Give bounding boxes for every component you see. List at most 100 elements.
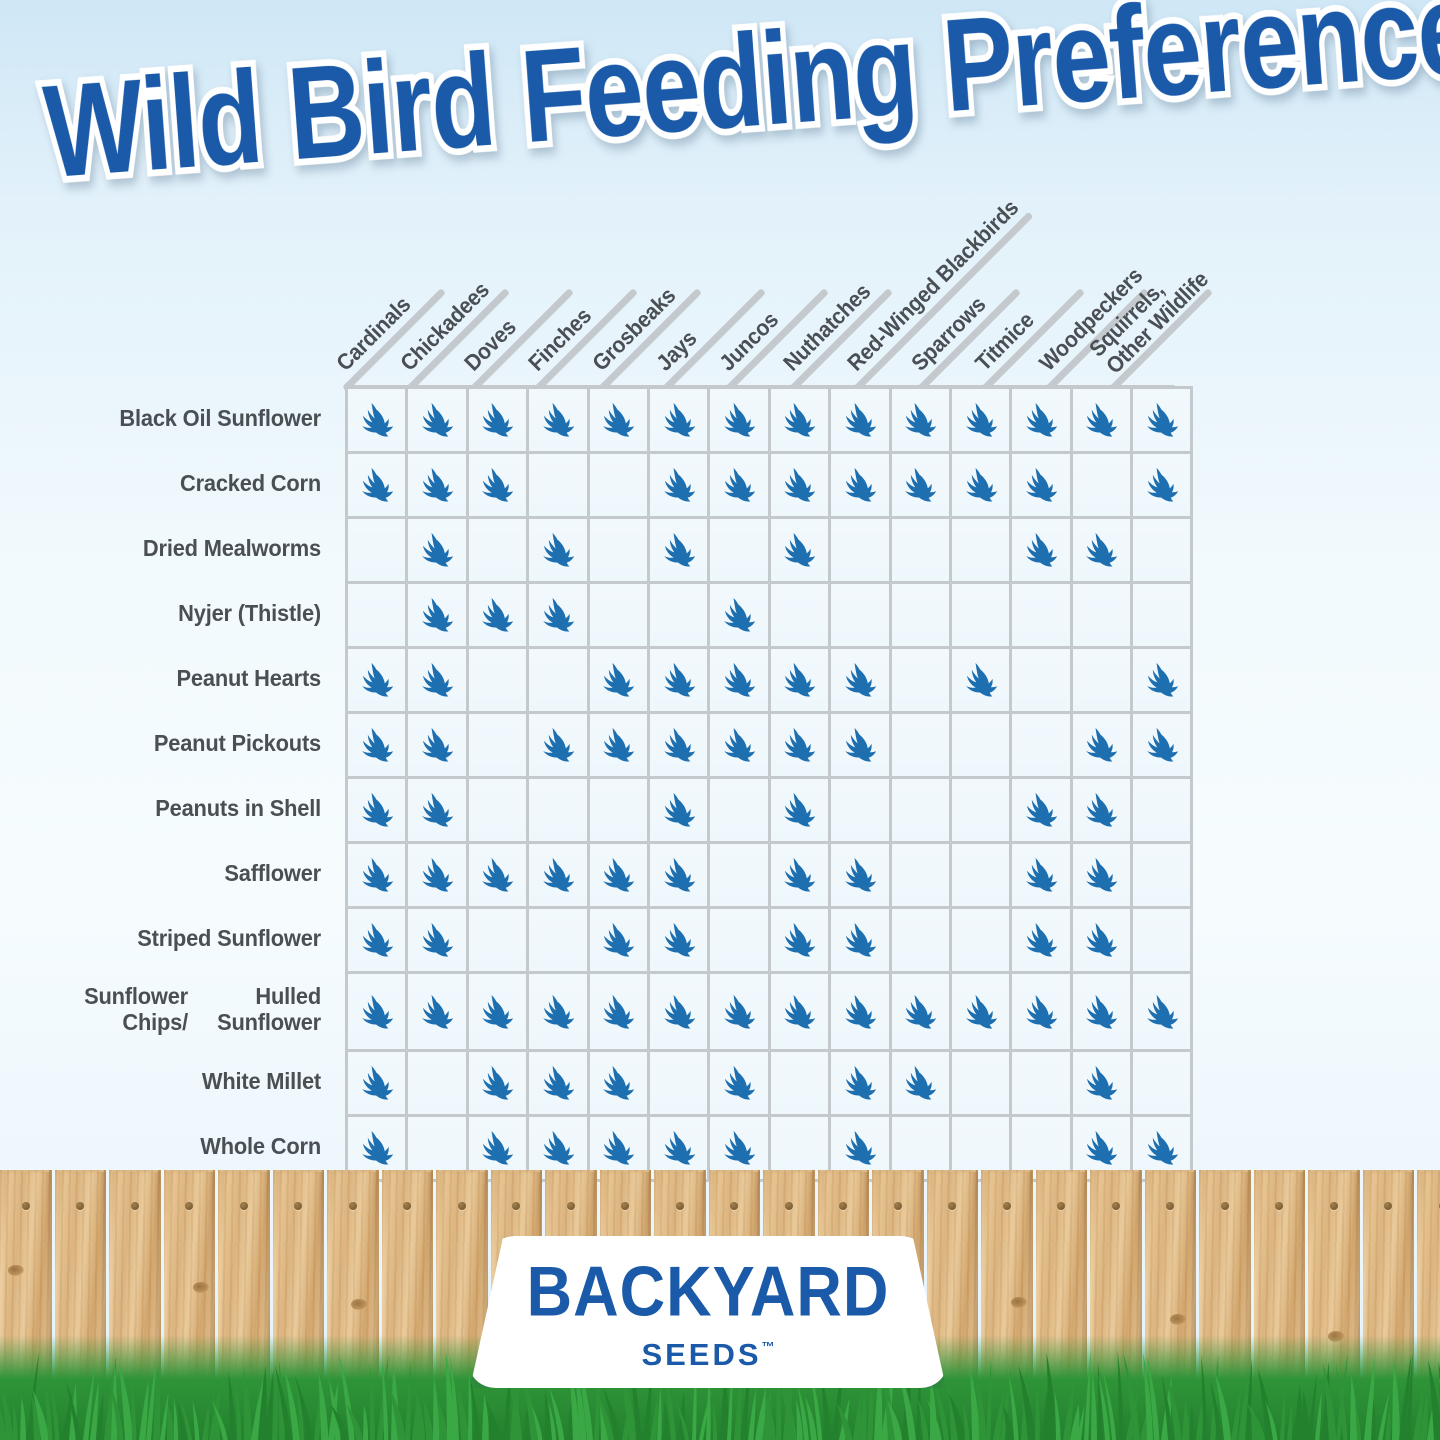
bird-icon: [543, 402, 574, 437]
cell-marked: [405, 907, 469, 974]
bird-icon: [663, 994, 695, 1029]
bird-icon: [361, 1065, 393, 1100]
row-label-line: Safflower: [224, 859, 321, 886]
cell-empty: [828, 582, 892, 649]
bird-icon: [422, 994, 454, 1029]
bird-icon: [1086, 922, 1118, 957]
table-row: [344, 972, 1194, 1052]
cell-marked: [526, 972, 590, 1052]
row-label-8: Safflower: [55, 841, 340, 906]
cell-marked: [1130, 647, 1194, 714]
table-row: [344, 582, 1194, 649]
bird-icon: [543, 994, 574, 1029]
bird-icon: [482, 467, 514, 502]
cell-marked: [1009, 517, 1073, 584]
cell-marked: [344, 1050, 409, 1117]
cell-marked: [948, 972, 1013, 1052]
cell-marked: [767, 452, 832, 519]
row-label-line: Peanut Hearts: [176, 664, 322, 691]
cell-marked: [465, 386, 530, 454]
cell-marked: [707, 647, 771, 714]
bird-icon: [543, 727, 574, 762]
table-row: [344, 712, 1194, 779]
logo-main-text: BACKYARD: [525, 1250, 891, 1333]
bird-icon: [905, 994, 937, 1029]
cell-empty: [646, 582, 711, 649]
bird-icon: [1146, 402, 1178, 437]
table-row: [344, 647, 1194, 714]
cell-empty: [465, 647, 530, 714]
row-label-line: Peanuts in Shell: [155, 794, 321, 821]
wood-knot: [192, 1282, 209, 1293]
bird-icon: [1146, 1130, 1178, 1165]
bird-icon: [543, 1065, 574, 1100]
cell-marked: [344, 972, 409, 1052]
cell-empty: [526, 647, 590, 714]
cell-marked: [646, 517, 711, 584]
cell-empty: [465, 712, 530, 779]
cell-empty: [1069, 582, 1134, 649]
cell-empty: [526, 907, 590, 974]
bird-icon: [603, 1130, 635, 1165]
bird-icon: [603, 994, 635, 1029]
bird-icon: [1086, 994, 1118, 1029]
cell-empty: [1009, 647, 1073, 714]
cell-empty: [707, 842, 771, 909]
cell-marked: [888, 386, 952, 454]
backyard-seeds-logo: BACKYARD SEEDS ™: [470, 1236, 946, 1388]
table-row: [344, 452, 1194, 519]
cell-marked: [888, 452, 952, 519]
bird-icon: [845, 402, 876, 437]
bird-icon: [663, 1130, 695, 1165]
row-label-line: White Millet: [201, 1067, 321, 1094]
bird-icon: [784, 402, 816, 437]
row-label-line: Nyjer (Thistle): [178, 599, 321, 626]
cell-marked: [767, 907, 832, 974]
fence-picket: [1417, 1170, 1440, 1385]
cell-empty: [888, 517, 952, 584]
bird-icon: [422, 597, 454, 632]
bird-icon: [1086, 1065, 1118, 1100]
cell-marked: [828, 907, 892, 974]
bird-icon: [543, 1130, 574, 1165]
row-label-1: Black Oil Sunflower: [55, 386, 340, 451]
preference-matrix: [344, 386, 1194, 1182]
bird-icon: [482, 1130, 514, 1165]
row-label-line: Black Oil Sunflower: [119, 404, 321, 431]
bird-icon: [1026, 857, 1058, 892]
table-row: [344, 386, 1194, 454]
cell-marked: [405, 972, 469, 1052]
cell-marked: [586, 647, 650, 714]
cell-marked: [767, 972, 832, 1052]
cell-marked: [707, 386, 771, 454]
bird-icon: [361, 792, 393, 827]
wood-knot: [1011, 1297, 1027, 1308]
cell-marked: [828, 647, 892, 714]
cell-marked: [1009, 452, 1073, 519]
row-label-line: Cracked Corn: [179, 469, 321, 496]
cell-marked: [1069, 842, 1134, 909]
cell-marked: [828, 972, 892, 1052]
bird-icon: [845, 662, 876, 697]
bird-icon: [361, 857, 393, 892]
bird-icon: [361, 922, 393, 957]
cell-marked: [526, 712, 590, 779]
row-label-line: Striped Sunflower: [137, 924, 321, 951]
bird-icon: [1026, 467, 1058, 502]
bird-icon: [1026, 792, 1058, 827]
cell-empty: [828, 517, 892, 584]
cell-empty: [1130, 777, 1194, 844]
cell-empty: [1130, 517, 1194, 584]
bird-icon: [845, 1130, 876, 1165]
cell-marked: [344, 386, 409, 454]
cell-marked: [646, 777, 711, 844]
bird-icon: [1146, 662, 1178, 697]
bird-icon: [1026, 402, 1058, 437]
column-header-group: Cardinals Chickadees Doves Finches Grosbeaks…: [331, 195, 1405, 392]
logo-sub-group: SEEDS ™: [641, 1337, 774, 1373]
logo-trademark-symbol: ™: [761, 1338, 775, 1354]
cell-empty: [767, 582, 832, 649]
bird-icon: [422, 727, 454, 762]
cell-marked: [405, 712, 469, 779]
bird-icon: [422, 857, 454, 892]
